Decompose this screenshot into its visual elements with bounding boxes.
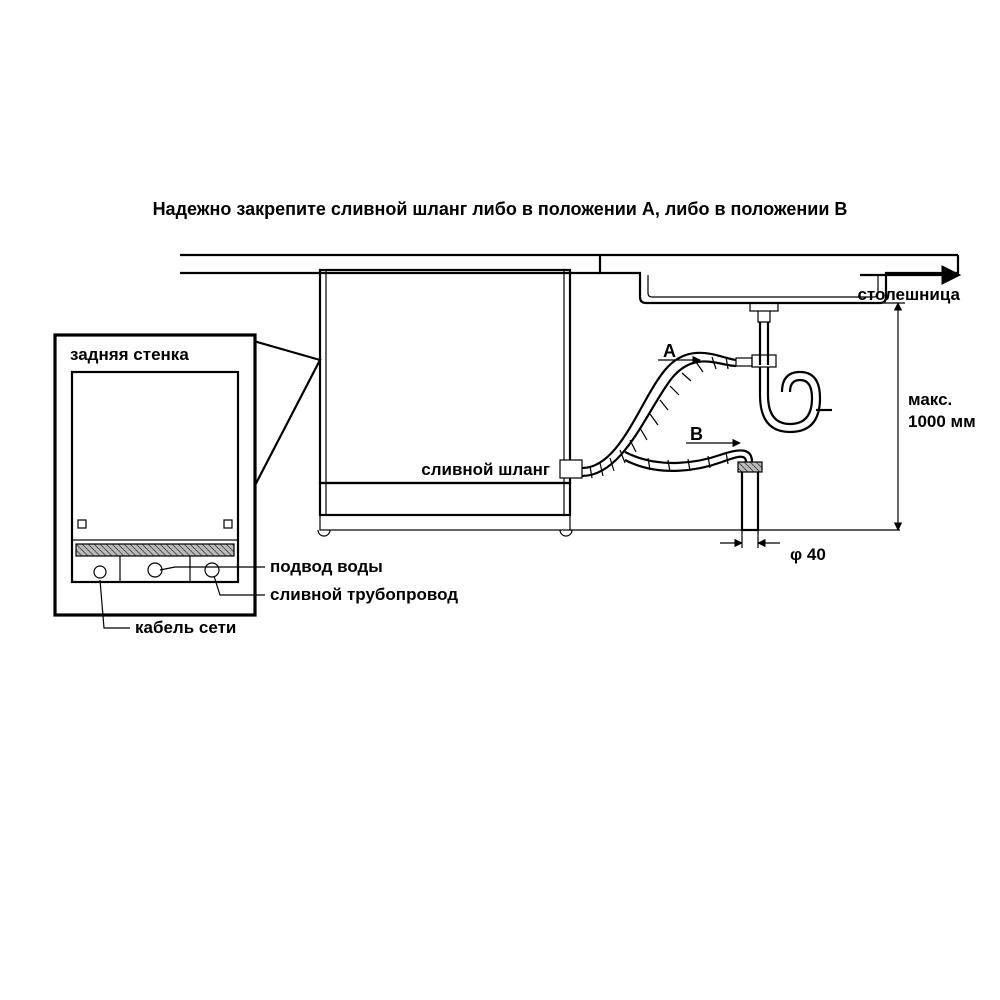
label-pos-a: A — [663, 341, 676, 361]
label-max-1: макс. — [908, 390, 952, 409]
sink-trap — [736, 322, 832, 432]
dimension-max-height — [832, 303, 905, 530]
label-drain-hose: сливной шланг — [421, 460, 550, 479]
label-phi40: φ 40 — [790, 545, 826, 564]
label-back-panel: задняя стенка — [70, 345, 189, 364]
hose-to-B — [625, 450, 752, 472]
position-B: B — [686, 424, 740, 444]
installation-diagram: Надежно закрепите сливной шланг либо в п… — [0, 0, 1000, 1000]
standpipe — [738, 462, 762, 530]
label-pos-b: B — [690, 424, 703, 444]
label-drain-pipe: сливной трубопровод — [270, 585, 458, 604]
diagram-title: Надежно закрепите сливной шланг либо в п… — [153, 199, 848, 219]
dishwasher — [318, 270, 572, 536]
label-max-2: 1000 мм — [908, 412, 976, 431]
label-water-supply: подвод воды — [270, 557, 383, 576]
label-countertop: столешница — [857, 285, 960, 304]
dimension-phi40 — [720, 530, 780, 548]
label-power-cable: кабель сети — [135, 618, 236, 637]
